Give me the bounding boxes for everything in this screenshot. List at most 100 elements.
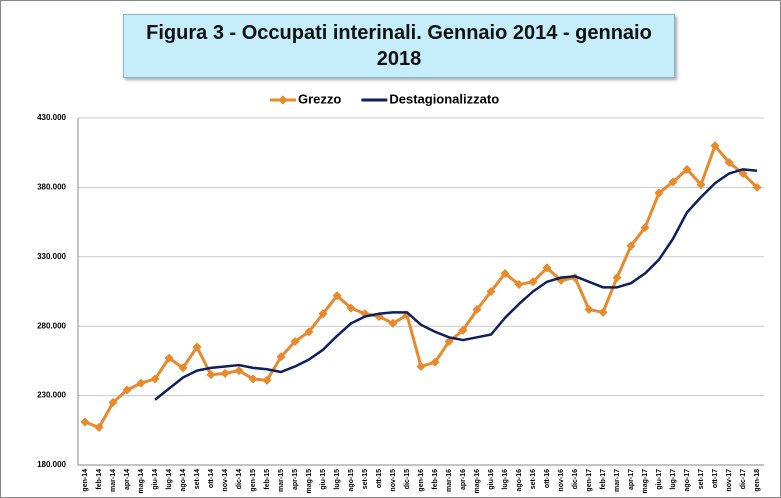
data-point [584,305,594,315]
y-tick-label: 380.000 [37,183,66,192]
x-tick-label: dic-15 [404,469,411,489]
x-tick-label: apr-15 [292,469,299,490]
x-tick-label: nov-17 [726,469,733,492]
x-tick-label: giu-14 [152,469,159,490]
x-tick-label: nov-15 [390,469,397,492]
y-tick-label: 230.000 [37,391,66,400]
data-point [682,164,692,174]
x-tick-label: ott-17 [712,469,719,488]
data-point [514,280,524,290]
y-tick-label: 430.000 [37,113,66,122]
x-tick-label: set-14 [194,469,201,489]
x-tick-label: mag-17 [642,469,649,494]
data-point [164,353,174,363]
x-tick-label: lug-17 [670,469,677,490]
data-point [416,361,426,371]
data-point [528,277,538,287]
data-point [388,318,398,328]
y-tick-label: 180.000 [37,460,66,469]
data-point [248,374,258,384]
series-line [154,168,758,401]
data-point [458,325,468,335]
data-point [178,363,188,373]
data-point [234,366,244,376]
x-tick-label: lug-16 [502,469,509,490]
x-tick-label: set-15 [362,469,369,489]
x-tick-label: giu-16 [488,469,495,490]
data-point [444,336,454,346]
x-tick-label: ago-17 [684,469,691,492]
data-point [486,287,496,296]
data-point [626,241,636,251]
x-tick-label: gen-16 [418,469,425,492]
x-tick-label: apr-17 [628,469,635,490]
x-tick-label: lug-15 [334,469,341,490]
y-tick-label: 330.000 [37,252,66,261]
x-tick-label: ott-15 [376,469,383,488]
data-point [724,157,734,167]
data-point [150,374,160,384]
data-point [472,305,482,315]
x-tick-label: mag-16 [474,469,481,494]
x-tick-label: ott-16 [544,469,551,488]
data-point [654,188,664,198]
data-point [192,342,202,352]
x-tick-label: mag-14 [138,469,145,494]
x-tick-label: feb-15 [264,469,271,490]
data-point [318,309,328,319]
data-point [94,423,104,433]
data-point [276,352,286,362]
x-tick-label: mar-14 [110,469,117,492]
data-point [290,336,300,346]
x-tick-label: ago-14 [180,469,187,492]
x-tick-label: apr-16 [460,469,467,490]
x-tick-label: giu-17 [656,469,663,490]
x-tick-label: dic-16 [572,469,579,489]
x-tick-label: gen-18 [754,469,761,492]
chart-title: Figura 3 - Occupati interinali. Gennaio … [123,14,675,78]
legend-marker [278,95,288,105]
data-point [668,177,678,187]
x-tick-label: giu-15 [320,469,327,490]
x-tick-label: ago-16 [516,469,523,492]
x-tick-label: nov-16 [558,469,565,492]
data-point [332,291,342,301]
data-point [304,327,314,337]
data-point [430,357,440,367]
data-point [500,268,510,278]
legend-label: Grezzo [298,91,341,106]
x-tick-label: ago-15 [348,469,355,492]
data-point [80,417,90,427]
x-tick-label: dic-17 [740,469,747,489]
data-point [108,398,118,408]
y-tick-label: 280.000 [37,321,66,330]
data-point [542,263,552,273]
x-tick-label: set-16 [530,469,537,489]
x-tick-label: apr-14 [124,469,131,490]
data-point [612,273,622,283]
x-tick-label: lug-14 [166,469,173,490]
data-point [136,378,146,388]
data-point [640,223,650,233]
x-tick-label: mar-15 [278,469,285,492]
legend-label: Destagionalizzato [389,91,499,106]
x-tick-label: nov-14 [222,469,229,492]
x-tick-label: feb-16 [432,469,439,490]
x-tick-label: mar-17 [614,469,621,492]
x-tick-label: dic-14 [236,469,243,489]
x-tick-label: mag-15 [306,469,313,494]
data-point [346,303,356,313]
x-tick-label: feb-14 [96,469,103,490]
x-tick-label: feb-17 [600,469,607,490]
data-point [262,375,272,385]
x-tick-label: gen-17 [586,469,593,492]
data-point [710,141,720,151]
x-tick-label: mar-16 [446,469,453,492]
data-point [220,368,230,378]
data-point [122,385,132,395]
data-point [696,180,706,190]
data-point [598,307,608,317]
